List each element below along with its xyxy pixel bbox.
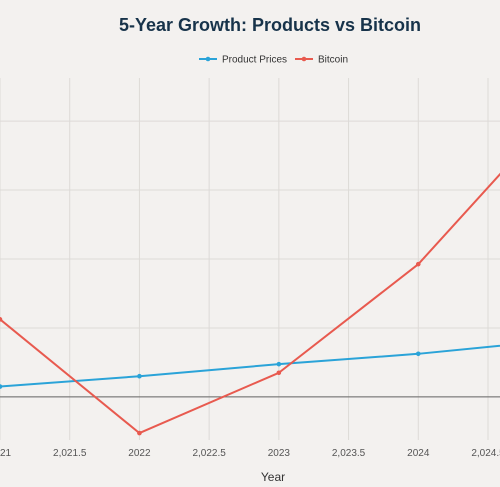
series-point-1-2 bbox=[276, 370, 282, 376]
x-tick-label: 2024 bbox=[407, 448, 430, 459]
x-tick-label: 2021 bbox=[0, 448, 12, 459]
x-tick-label: 2,023.5 bbox=[332, 448, 366, 459]
series-line-1 bbox=[0, 172, 500, 435]
plot-area: 2021 2,021.5 2022 2,022.5 2023 2,023.5 2024 2,0… bbox=[0, 78, 500, 459]
series-point-0-2 bbox=[276, 361, 282, 367]
x-tick-label: 2,024.5 bbox=[471, 448, 500, 459]
series-layer bbox=[0, 172, 500, 436]
x-tick-label: 2023 bbox=[268, 448, 291, 459]
series-point-1-3 bbox=[415, 261, 421, 267]
x-axis-title: Year bbox=[261, 470, 285, 484]
legend-item-bitcoin: Bitcoin bbox=[295, 55, 348, 66]
series-point-0-1 bbox=[137, 373, 142, 379]
series-point-0-3 bbox=[415, 351, 421, 357]
legend-item-product-prices: Product Prices bbox=[199, 55, 287, 66]
series-point-1-1 bbox=[137, 430, 142, 436]
series-point-1-0 bbox=[0, 317, 3, 322]
legend-label-product-prices: Product Prices bbox=[222, 55, 287, 66]
x-tick-label: 2022 bbox=[128, 448, 151, 459]
series-point-0-0 bbox=[0, 384, 3, 389]
legend-label-bitcoin: Bitcoin bbox=[318, 55, 348, 66]
x-tick-label: 2,022.5 bbox=[192, 448, 226, 459]
legend: Product Prices Bitcoin bbox=[199, 55, 348, 66]
chart-title: 5-Year Growth: Products vs Bitcoin bbox=[119, 15, 421, 35]
x-tick-label: 2,021.5 bbox=[53, 448, 87, 459]
